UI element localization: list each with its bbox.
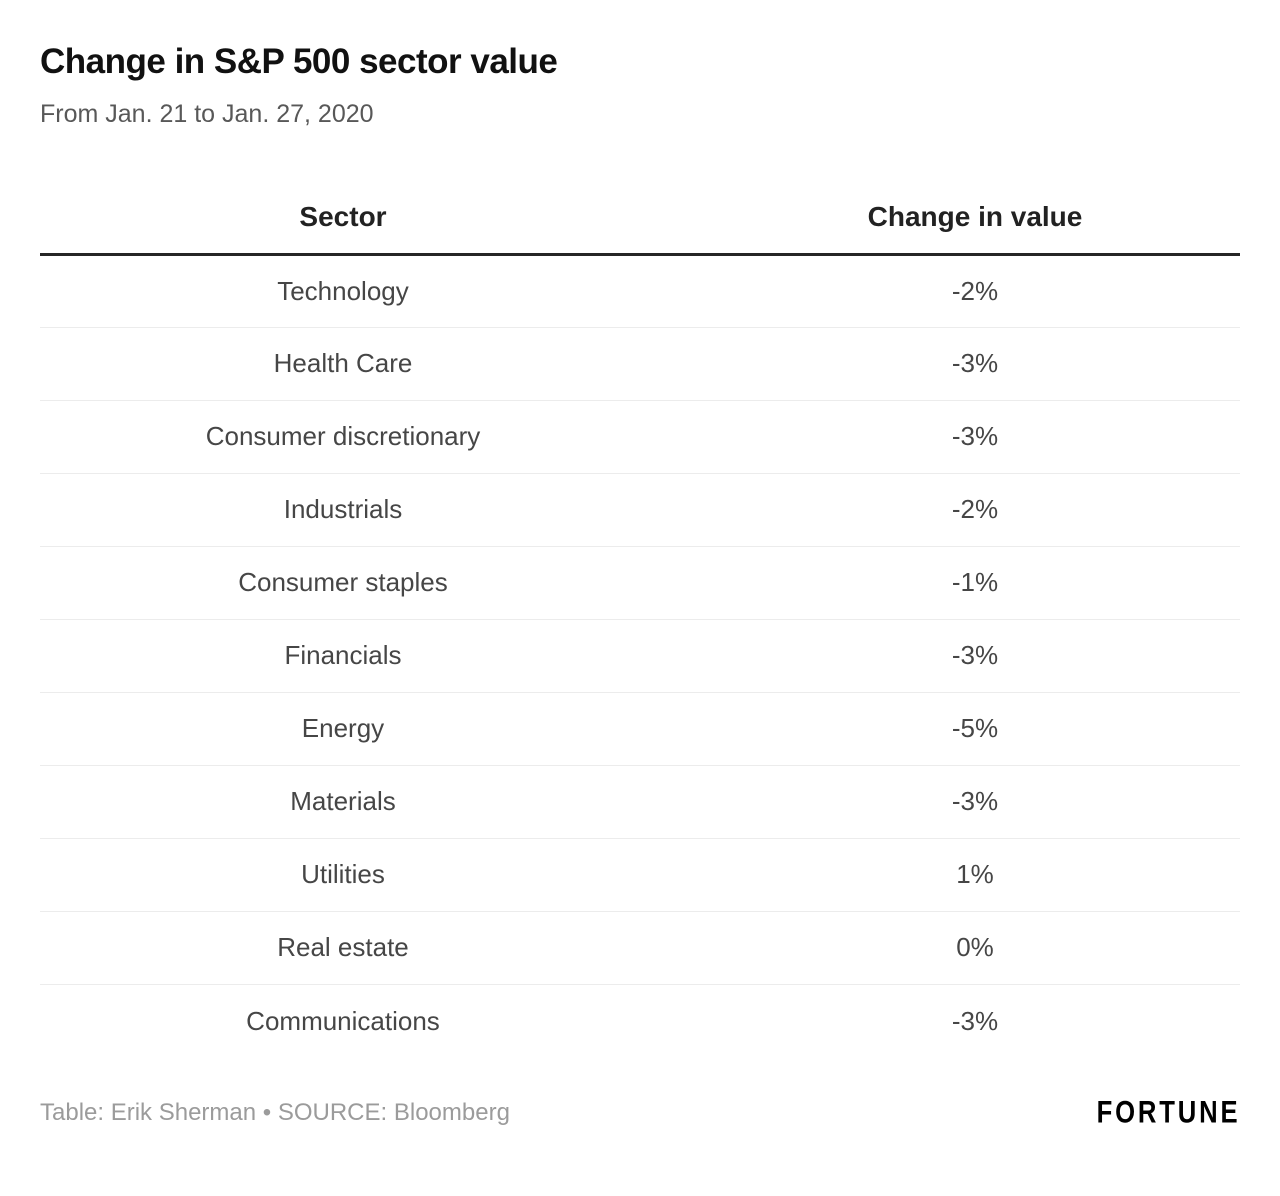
table-row: Technology -2% (40, 254, 1240, 328)
change-value-cell: -3% (646, 619, 1240, 693)
change-value-cell: -3% (646, 765, 1240, 839)
table-row: Industrials -2% (40, 473, 1240, 547)
table-row: Energy -5% (40, 692, 1240, 766)
table-header: Sector Change in value (40, 178, 1240, 256)
sector-cell: Health Care (40, 327, 646, 401)
page-title: Change in S&P 500 sector value (40, 42, 558, 81)
sector-cell: Financials (40, 619, 646, 693)
sector-cell: Industrials (40, 473, 646, 547)
change-value-cell: -1% (646, 546, 1240, 620)
sector-cell: Technology (40, 254, 646, 328)
table-row: Materials -3% (40, 765, 1240, 839)
change-value-cell: -3% (646, 400, 1240, 474)
column-header-change-in-value: Change in value (646, 178, 1240, 256)
table-row: Consumer discretionary -3% (40, 400, 1240, 474)
sector-cell: Utilities (40, 838, 646, 912)
table-row: Utilities 1% (40, 838, 1240, 912)
table-row: Health Care -3% (40, 327, 1240, 401)
sector-cell: Communications (246, 1005, 440, 1036)
sector-table: Sector Change in value Technology -2% Heal… (40, 178, 1240, 1058)
page-subtitle: From Jan. 21 to Jan. 27, 2020 (40, 99, 374, 128)
change-value-cell: -3% (951, 1005, 999, 1036)
sector-cell: Consumer discretionary (40, 400, 646, 474)
table-body: Technology -2% Health Care -3% Consumer disc… (40, 254, 1240, 1057)
credit-line: Table: Erik Sherman • SOURCE: Bloomberg (40, 1098, 510, 1126)
table-row: Real estate 0% (40, 911, 1240, 985)
column-header-sector: Sector (40, 178, 646, 256)
sector-cell: Materials (40, 765, 646, 839)
table-row: Consumer staples -1% (40, 546, 1240, 620)
chart-container: Change in S&P 500 sector value From Jan.… (40, 42, 1240, 1130)
table-row: Financials -3% (40, 619, 1240, 693)
fortune-logo: FORTUNE (1096, 1094, 1240, 1130)
change-value-cell: -2% (646, 254, 1240, 328)
table-header-row: Sector Change in value (40, 178, 1240, 256)
change-value-cell: -3% (646, 327, 1240, 401)
change-value-cell: -2% (646, 473, 1240, 547)
sector-cell: Consumer staples (40, 546, 646, 620)
table-row: Communications -3% (40, 984, 1240, 1057)
change-value-cell: -5% (646, 692, 1240, 766)
change-value-cell: 1% (646, 838, 1240, 912)
change-value-cell: 0% (646, 911, 1240, 985)
sector-cell: Real estate (40, 911, 646, 985)
chart-footer: Table: Erik Sherman • SOURCE: Bloomberg … (40, 1094, 1240, 1130)
sector-cell: Energy (40, 692, 646, 766)
